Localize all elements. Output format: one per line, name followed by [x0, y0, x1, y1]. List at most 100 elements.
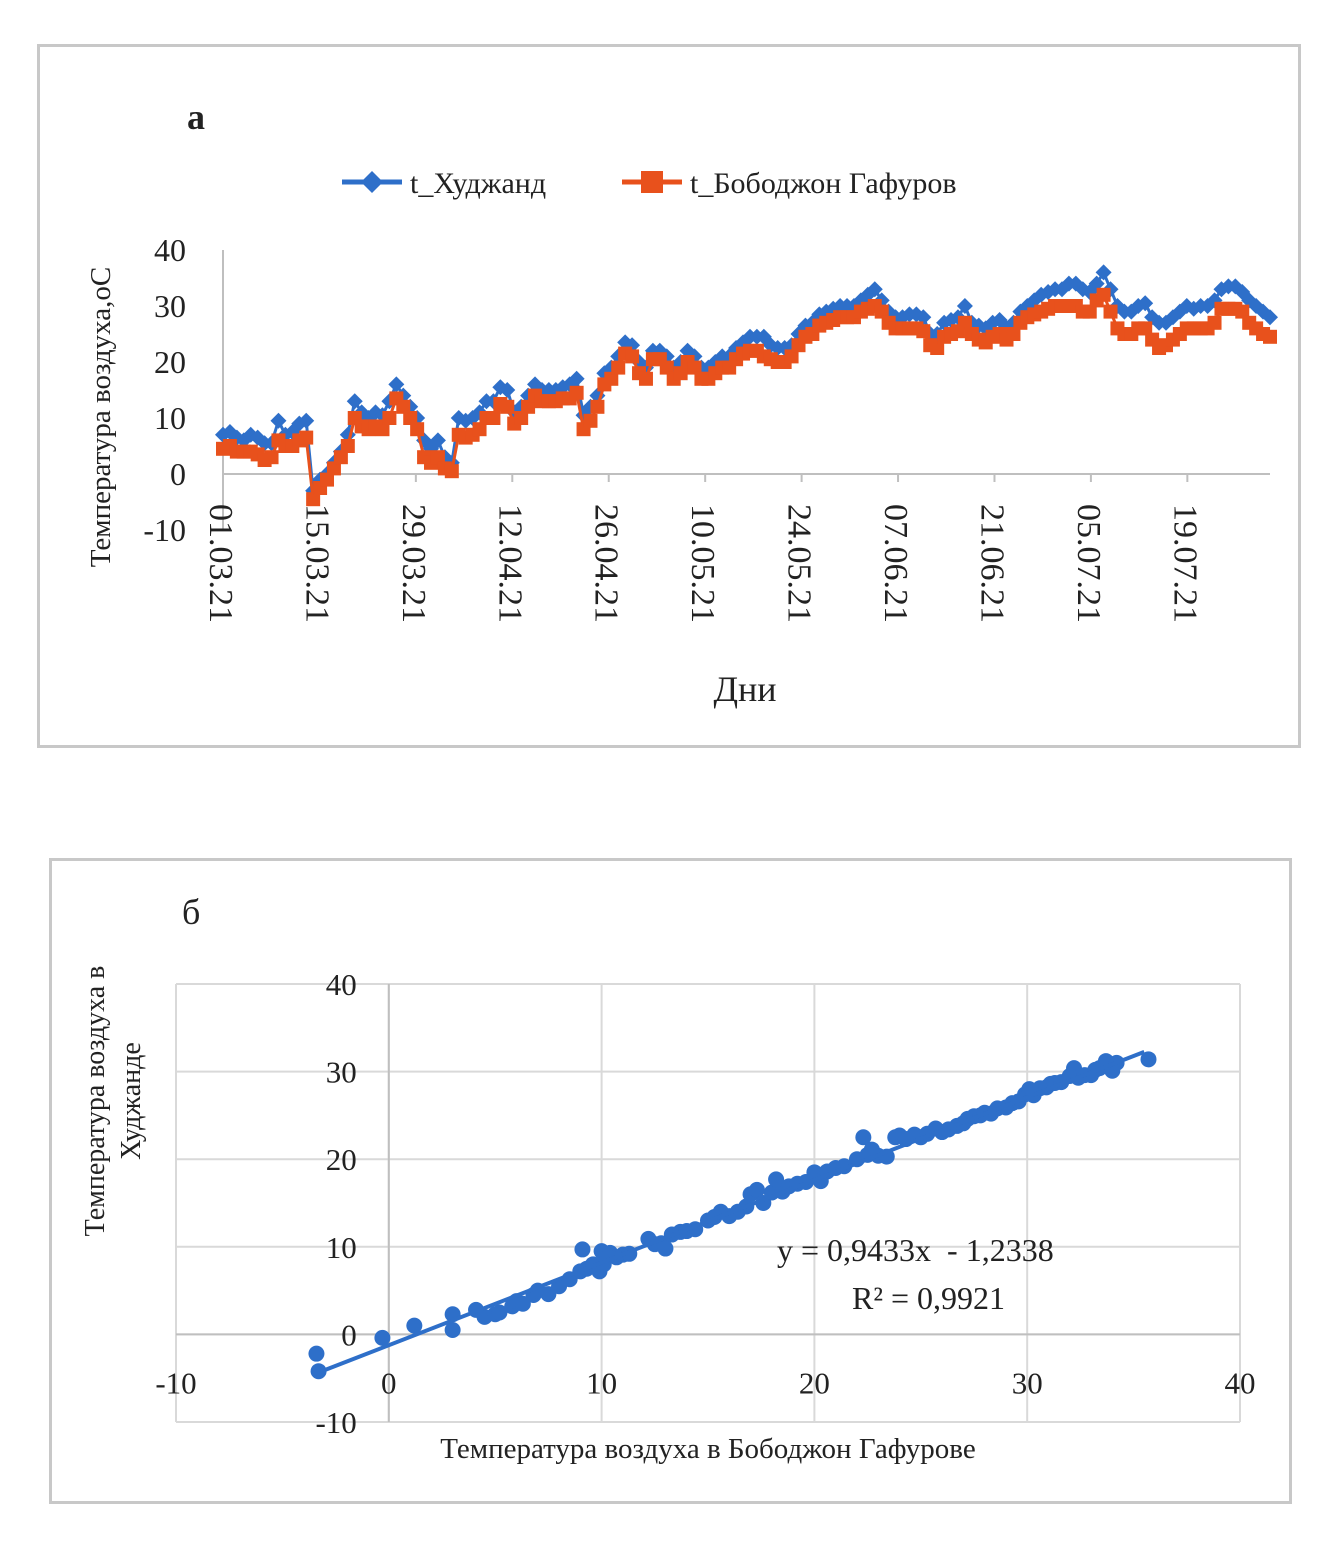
data-point — [388, 376, 405, 393]
scatter-point — [308, 1345, 325, 1362]
data-point — [1207, 315, 1222, 330]
data-point — [306, 492, 321, 507]
x-tick-label: 29.03.21 — [395, 504, 432, 623]
scatter-point — [748, 1181, 765, 1198]
scatter-point — [406, 1317, 423, 1334]
y-tick-label: 10 — [154, 400, 186, 436]
data-point — [444, 464, 459, 479]
data-point — [659, 360, 674, 375]
y-tick-label: 0 — [341, 1317, 357, 1352]
data-point — [1262, 309, 1278, 326]
data-point — [326, 461, 341, 476]
data-point — [687, 360, 702, 375]
data-point — [568, 370, 585, 387]
y-axis-title-line1: Температура воздуха в — [80, 966, 111, 1237]
data-point — [1138, 321, 1153, 336]
data-point — [270, 412, 287, 429]
x-tick-label: 07.06.21 — [877, 504, 914, 623]
scatter-point — [374, 1329, 391, 1346]
data-point — [859, 286, 876, 303]
x-tick-label: 05.07.21 — [1070, 504, 1107, 623]
scatter-point — [768, 1171, 785, 1188]
x-tick-label: 21.06.21 — [973, 504, 1010, 623]
y-tick-label: 0 — [170, 456, 186, 492]
data-point — [604, 371, 619, 386]
data-point — [264, 450, 279, 465]
y-tick-label: -10 — [143, 512, 186, 548]
data-point — [298, 412, 315, 429]
scatter-points — [308, 1051, 1157, 1380]
data-point — [514, 411, 529, 425]
trendline-equation: y = 0,9433x - 1,2338 — [777, 1232, 1054, 1268]
panel-a-label: а — [187, 97, 205, 137]
data-point — [957, 315, 972, 330]
scatter-point — [491, 1304, 508, 1321]
data-point — [590, 399, 605, 414]
data-point — [1095, 264, 1112, 281]
scatter-point — [310, 1363, 327, 1380]
data-point — [1137, 295, 1154, 312]
x-tick-label: 24.05.21 — [781, 504, 818, 623]
data-point — [410, 422, 425, 437]
data-point — [499, 382, 516, 398]
data-point — [1082, 304, 1097, 319]
x-tick-label: 19.07.21 — [1166, 504, 1203, 623]
x-axis-title: Температура воздуха в Бободжон Гафурове — [440, 1433, 975, 1465]
data-point — [1103, 304, 1118, 319]
x-tick-label: 12.04.21 — [491, 504, 528, 623]
data-point — [866, 281, 883, 298]
data-point — [333, 450, 348, 465]
data-point — [299, 430, 314, 445]
gridlines — [175, 983, 1241, 1423]
scatter-point — [1140, 1051, 1157, 1068]
legend: t_Худжанд t_Бободжон Гафуров — [342, 167, 957, 200]
data-point — [346, 393, 363, 410]
data-point — [930, 341, 945, 355]
x-tick-label: -10 — [155, 1365, 196, 1400]
data-point — [1006, 327, 1021, 341]
y-tick-label: 40 — [326, 967, 357, 1002]
data-point — [915, 309, 932, 326]
legend-marker-khujand — [361, 171, 383, 193]
scatter-point — [574, 1241, 591, 1258]
data-point — [583, 413, 598, 428]
data-point — [375, 422, 390, 437]
data-point — [1263, 329, 1277, 344]
data-point — [1096, 287, 1111, 302]
scatter-point — [514, 1295, 531, 1312]
data-point — [784, 349, 799, 364]
data-point — [673, 366, 688, 381]
data-point — [1185, 300, 1202, 317]
x-tick-labels: 01.03.21 15.03.21 29.03.21 12.04.21 26.04.21… — [202, 504, 1203, 623]
legend-label-khujand: t_Худжанд — [410, 167, 546, 200]
x-tick-label: 40 — [1225, 1365, 1256, 1400]
data-point — [569, 385, 584, 400]
data-point — [874, 304, 889, 319]
x-tick-label: 10.05.21 — [684, 504, 721, 623]
x-tick-label: 10 — [586, 1365, 617, 1400]
x-tick-label: 26.04.21 — [588, 504, 625, 623]
data-point — [242, 426, 259, 443]
trendline — [324, 1049, 1145, 1372]
x-axis-title: Дни — [713, 669, 776, 709]
data-point — [611, 360, 626, 375]
y-tick-label: 30 — [326, 1055, 357, 1090]
y-tick-label: 40 — [154, 232, 186, 268]
data-point — [249, 429, 266, 446]
data-point — [1033, 286, 1050, 303]
scatter-point — [657, 1240, 674, 1257]
data-point — [527, 376, 544, 393]
series-khujand — [215, 264, 1278, 499]
data-point — [1088, 275, 1105, 292]
data-point — [521, 399, 536, 414]
y-tick-labels: -10 0 10 20 30 40 — [143, 232, 186, 548]
series-layer — [215, 264, 1278, 507]
data-point — [916, 324, 931, 339]
r-squared: R² = 0,9921 — [852, 1280, 1005, 1316]
y-tick-label: 30 — [154, 288, 186, 324]
y-tick-label: 10 — [326, 1230, 357, 1265]
data-point — [340, 439, 355, 453]
x-tick-label: 01.03.21 — [202, 504, 239, 623]
data-point — [625, 349, 640, 364]
tick-labels: -10 0 10 20 30 40 -10 0 10 20 30 40 — [155, 967, 1255, 1440]
